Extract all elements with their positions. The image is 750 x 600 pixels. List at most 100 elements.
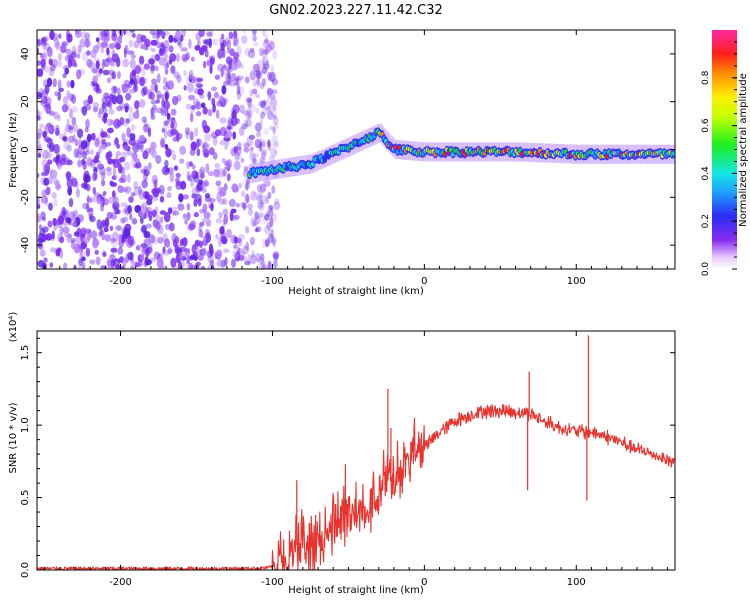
noise-speckle [94,249,99,255]
noise-speckle [150,39,158,46]
noise-speckle [112,167,117,177]
noise-speckle [62,65,70,70]
noise-speckle [116,105,123,112]
noise-speckle [272,49,278,61]
noise-speckle [46,169,53,175]
noise-speckle [207,108,213,117]
noise-speckle [137,141,144,150]
noise-speckle [134,65,142,75]
noise-speckle [159,188,165,199]
noise-speckle [38,224,43,230]
noise-speckle [51,58,59,68]
noise-speckle [77,243,85,249]
noise-speckle [162,165,170,176]
noise-speckle [168,34,174,43]
noise-speckle [131,218,138,225]
noise-speckle [163,62,169,70]
noise-speckle [200,265,206,269]
noise-speckle [196,138,200,149]
noise-speckle [249,150,255,161]
noise-speckle [261,150,267,161]
noise-speckle [123,30,127,36]
noise-speckle [227,76,232,86]
noise-speckle [260,264,265,269]
noise-speckle [217,48,224,59]
noise-speckle [184,219,188,225]
noise-speckle [199,221,205,227]
noise-speckle [121,151,128,159]
noise-speckle [222,208,229,216]
noise-speckle [46,138,53,144]
noise-speckle [139,253,145,261]
noise-speckle [203,211,211,220]
noise-speckle [260,48,268,58]
noise-speckle [101,58,105,70]
noise-speckle [203,125,211,134]
snr-y-scale-label: (x10⁴) [8,312,19,343]
noise-speckle [51,192,57,199]
noise-speckle [236,246,241,255]
noise-speckle [86,58,93,68]
noise-speckle [112,196,119,205]
noise-speckle [111,53,119,63]
noise-speckle [225,139,230,146]
noise-speckle [222,97,229,103]
noise-speckle [267,260,272,269]
noise-speckle [262,55,269,65]
noise-speckle [85,118,90,129]
noise-speckle [79,38,87,48]
noise-speckle [110,247,118,253]
noise-speckle [40,196,48,204]
noise-speckle [123,145,129,151]
noise-speckle [80,256,86,262]
noise-speckle [263,213,270,221]
noise-speckle [158,184,165,195]
noise-speckle [167,248,172,255]
noise-speckle [104,142,112,147]
noise-speckle [101,179,106,187]
noise-speckle [266,87,274,96]
noise-speckle [273,253,279,262]
noise-speckle [242,245,250,255]
noise-speckle [45,186,51,196]
noise-speckle [49,262,54,268]
noise-speckle [220,67,224,78]
noise-speckle [141,179,148,189]
noise-speckle [106,169,113,176]
noise-speckle [80,241,88,250]
noise-speckle [65,171,72,178]
noise-speckle [81,105,88,116]
noise-speckle [244,76,250,84]
noise-speckle [245,119,252,128]
noise-speckle [66,144,72,152]
noise-speckle [226,158,233,170]
noise-speckle [122,83,129,93]
noise-speckle [256,214,261,225]
noise-speckle [257,59,265,69]
noise-speckle [107,127,114,134]
spectrogram-x-tick-label: 100 [567,276,586,287]
noise-speckle [63,262,68,269]
noise-speckle [106,134,111,139]
noise-speckle [108,43,116,49]
noise-speckle [37,60,41,66]
noise-speckle [37,152,42,159]
noise-speckle [269,110,277,117]
noise-speckle [256,131,262,138]
noise-speckle [267,110,274,121]
noise-speckle [194,127,199,137]
noise-speckle [252,42,260,47]
noise-speckle [240,201,246,208]
noise-speckle [93,106,98,113]
noise-speckle [104,234,111,242]
noise-speckle [37,173,40,178]
noise-speckle [111,71,117,80]
noise-speckle [48,142,55,153]
noise-speckle [211,86,218,92]
noise-speckle [230,214,236,222]
noise-speckle [172,95,179,106]
noise-speckle [139,216,144,225]
noise-speckle [86,133,92,143]
noise-speckle [76,53,81,59]
noise-speckle [37,212,42,222]
